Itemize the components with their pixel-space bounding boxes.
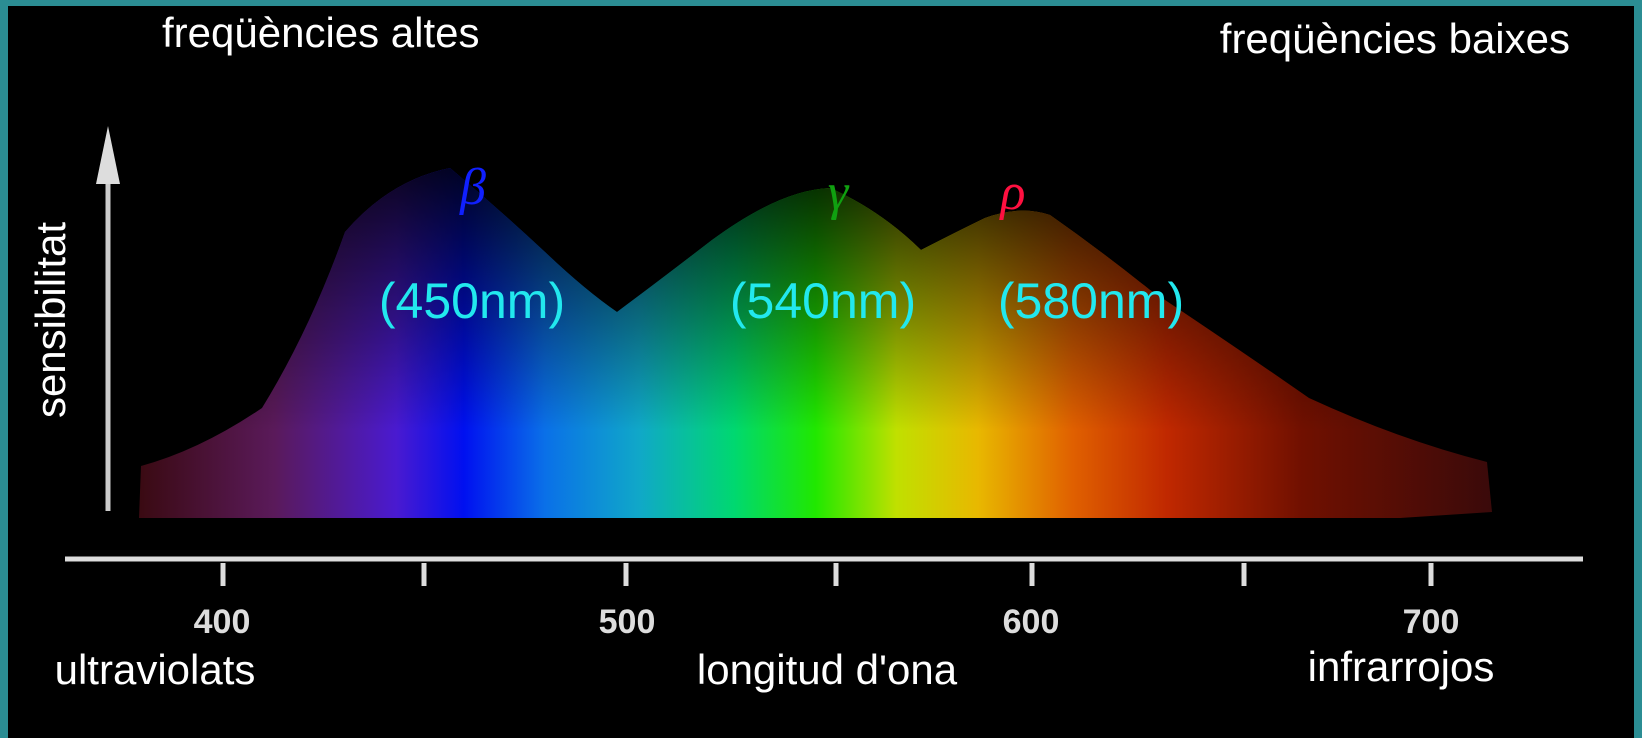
peak-symbol: β (459, 159, 486, 216)
peak-symbol: ρ (999, 164, 1026, 221)
x-axis-left-label: ultraviolats (55, 646, 256, 693)
header-left: freqüències altes (162, 9, 480, 56)
peak-label: (540nm) (730, 273, 916, 329)
x-tick-label: 600 (1003, 603, 1060, 641)
header-right: freqüències baixes (1220, 15, 1570, 62)
x-tick-label: 500 (599, 603, 656, 641)
diagram: freqüències altes freqüències baixes sen… (0, 0, 1642, 738)
peak-label: (450nm) (379, 273, 565, 329)
y-axis-label: sensibilitat (27, 222, 74, 418)
peak-label: (580nm) (998, 273, 1184, 329)
x-axis-label: longitud d'ona (697, 646, 958, 693)
x-axis-right-label: infrarrojos (1308, 643, 1495, 690)
x-tick-label: 700 (1403, 603, 1460, 641)
peak-symbol: γ (828, 164, 850, 221)
x-tick-label: 400 (194, 603, 251, 641)
